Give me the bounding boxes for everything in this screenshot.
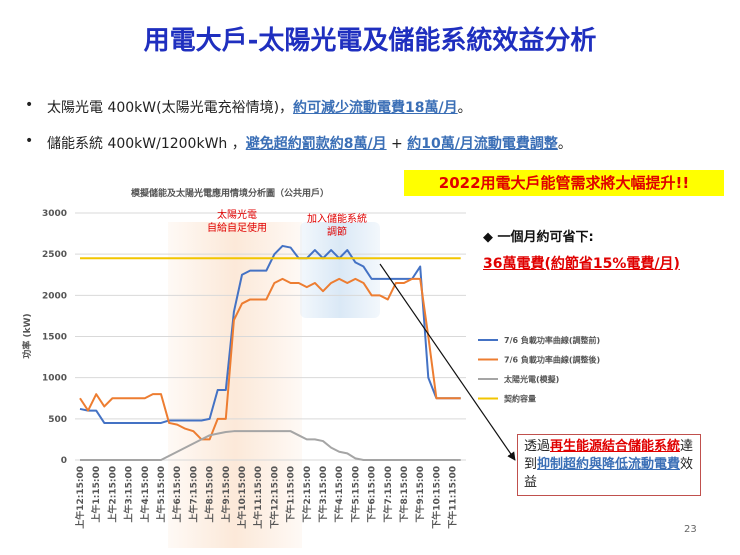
annotation: 調節 [327,225,347,238]
x-tick-label: 下午9:15:00 [414,466,426,523]
y-tick-label: 0 [61,456,67,466]
y-tick-label: 3000 [42,209,67,219]
y-tick-label: 2500 [42,250,67,260]
x-tick-label: 下午3:15:00 [317,466,329,523]
x-tick-label: 上午9:15:00 [220,466,232,523]
plot-area: 0 500 1000 1500 2000 2500 3000 上午12:15:00 上午1:15… [42,208,600,529]
bullet-link-text: 避免超約罰款約8萬/月 [245,136,387,152]
y-tick-label: 2000 [42,291,67,301]
x-tick-label: 上午4:15:00 [139,466,151,523]
x-tick-label: 下午6:15:00 [366,466,378,523]
bullet-text: + [386,136,408,152]
y-axis-title: 功率 (kW) [21,313,33,358]
callout-text: 透過 [524,439,551,454]
page-number: 23 [684,524,697,535]
bullet: 儲能系統 400kW/1200kWh ，避免超約罰款約8萬/月 + 約10萬/月… [25,133,572,153]
savings-value: 36萬電費(約節省15%電費/月) [483,256,680,272]
x-tick-label: 下午2:15:00 [301,466,313,523]
highlight-band [300,222,380,318]
series-line [79,277,461,441]
x-tick-label: 上午3:15:00 [123,466,135,523]
slide-title: 用電大戶-太陽光電及儲能系統效益分析 [143,26,597,56]
x-tick-label: 上午10:15:00 [236,466,248,529]
x-tick-label: 下午10:15:00 [430,466,442,529]
annotation: 自給自足使用 [207,221,267,234]
bullet-link-text: 約可減少流動電費18萬/月 [293,100,458,116]
x-tick-label: 上午6:15:00 [171,466,183,523]
callout-text: 抑制超約與降低流動電費 [537,457,681,472]
x-tick-label: 上午12:15:00 [74,466,86,529]
y-tick-label: 1500 [42,333,67,343]
x-tick-label: 下午5:15:00 [349,466,361,523]
x-tick-label: 上午7:15:00 [187,466,199,523]
highlight-band [168,222,302,548]
callout-box: 透過再生能源結合儲能系統達到抑制超約與降低流動電費效益 [517,434,701,496]
bullet-text: 。 [557,136,572,152]
x-tick-label: 下午7:15:00 [382,466,394,523]
legend-label: 太陽光電(模擬) [503,374,559,384]
legend-label: 7/6 負載功率曲線(調整前) [504,335,600,345]
chart-title: 模擬儲能及太陽光電應用情境分析圖（公共用戶） [131,187,329,199]
bullet-text: 儲能系統 400kW/1200kWh ， [47,136,246,152]
x-tick-label: 下午4:15:00 [333,466,345,523]
x-tick-label: 上午2:15:00 [106,466,118,523]
series-line [79,244,461,424]
y-tick-label: 500 [48,415,67,425]
savings-label: ◆ 一個月約可省下: [483,230,594,245]
annotation: 加入儲能系統 [307,212,367,225]
series-line [80,430,461,461]
x-tick-label: 下午12:15:00 [268,466,280,529]
x-tick-label: 下午8:15:00 [398,466,410,523]
bullet-text: 太陽光電 400kW(太陽光電充裕情境)， [47,100,294,116]
x-tick-label: 上午5:15:00 [155,466,167,523]
highlight-box: 2022用電大戶能管需求將大幅提升!! [404,170,724,196]
x-tick-label: 上午11:15:00 [252,466,264,529]
bullet: 太陽光電 400kW(太陽光電充裕情境)，約可減少流動電費18萬/月。 [25,97,472,117]
annotation: 太陽光電 [217,208,257,221]
x-tick-label: 下午11:15:00 [447,466,459,529]
callout-text: 再生能源結合儲能系統 [550,439,681,454]
x-tick-label: 上午1:15:00 [90,466,102,523]
legend-label: 7/6 負載功率曲線(調整後) [504,355,600,365]
x-tick-label: 上午8:15:00 [204,466,216,523]
arrow [379,263,516,461]
bullet-link-text: 約10萬/月流動電費調整 [407,136,558,152]
x-tick-label: 下午1:15:00 [285,466,297,523]
legend-label: 契約容量 [503,394,536,404]
bullet-text: 。 [457,100,472,116]
callout-text: 達到 [524,439,694,472]
y-tick-label: 1000 [42,374,67,384]
callout-text: 效益 [524,457,694,490]
